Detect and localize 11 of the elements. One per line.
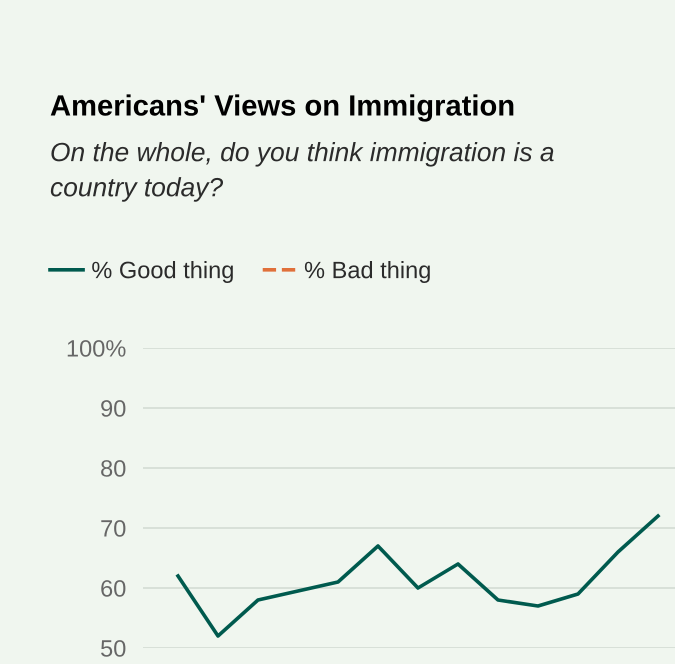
chart-title: Americans' Views on Immigration [50,94,514,122]
legend-label: % Good thing [92,260,233,284]
legend-label: % Bad thing [304,260,430,284]
y-tick-label: 50 [101,640,126,657]
y-tick-label: 100% [68,340,126,357]
chart-subtitle: On the whole, do you think immigration is a country today? [50,142,554,202]
y-tick-label: 60 [101,580,126,597]
y-tick-label: 80 [101,460,126,477]
y-tick-label: 70 [101,520,126,537]
y-tick-label: 90 [101,400,126,417]
line-series [176,514,660,638]
